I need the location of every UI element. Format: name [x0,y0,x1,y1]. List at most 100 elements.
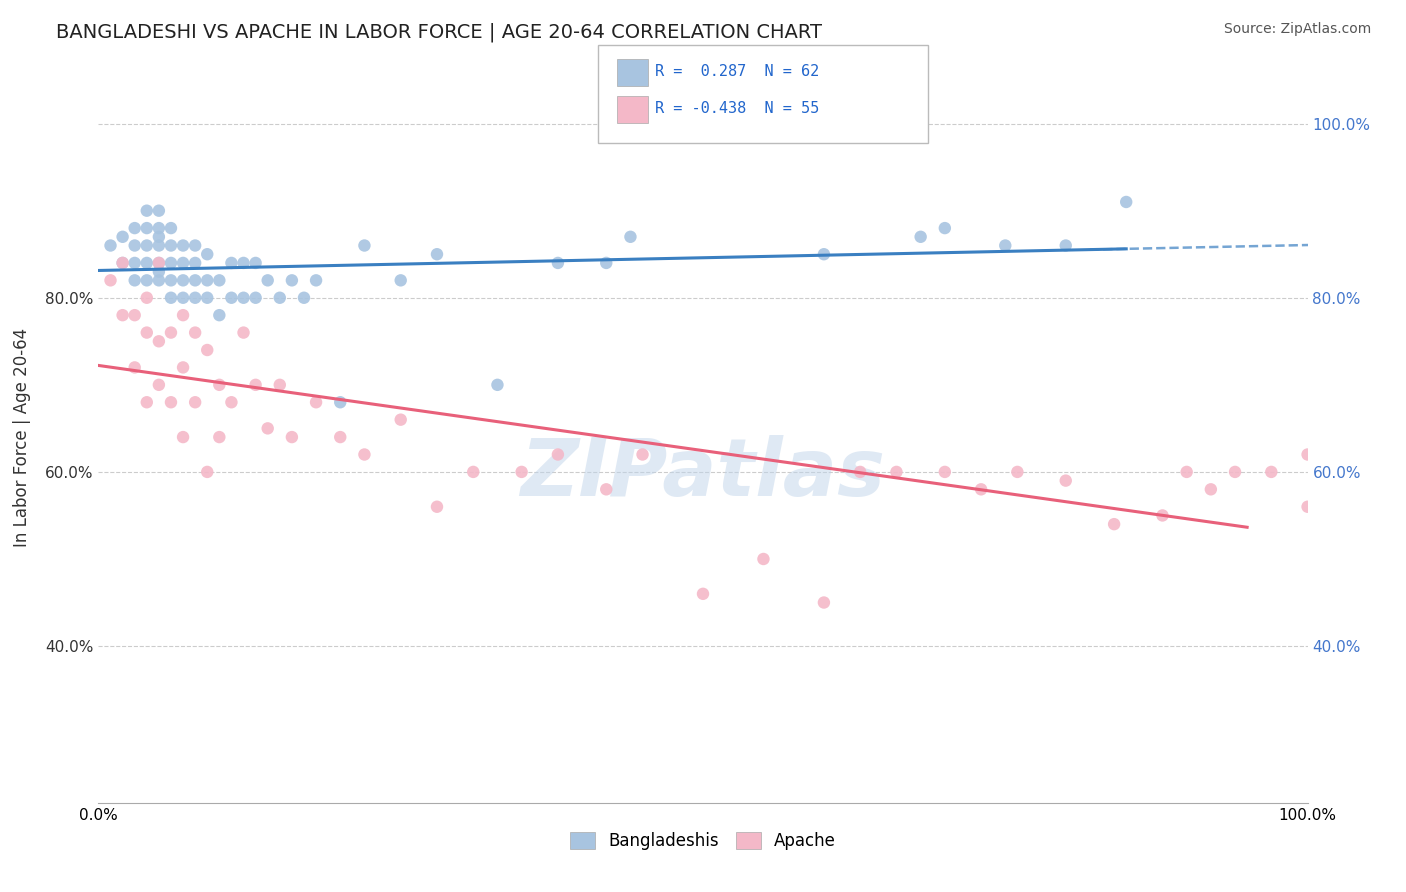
Point [160,273,183,287]
Point [184,256,207,270]
Point [172,273,194,287]
Point [232,291,254,305]
Point [232,326,254,340]
Point [595,483,617,497]
Point [256,273,278,287]
Point [195,273,218,287]
Point [135,221,157,235]
Point [426,247,449,261]
Point [195,465,218,479]
Point [148,265,170,279]
Point [269,291,291,305]
Point [813,247,835,261]
Point [172,256,194,270]
Point [124,273,146,287]
Point [934,465,956,479]
Point [184,291,207,305]
Point [124,308,146,322]
Point [269,377,291,392]
Point [160,326,183,340]
Point [148,377,170,392]
Point [195,247,218,261]
Point [160,395,183,409]
Y-axis label: In Labor Force | Age 20-64: In Labor Force | Age 20-64 [13,327,31,547]
Point [184,273,207,287]
Point [172,360,194,375]
Text: BANGLADESHI VS APACHE IN LABOR FORCE | AGE 20-64 CORRELATION CHART: BANGLADESHI VS APACHE IN LABOR FORCE | A… [56,22,823,42]
Point [1260,465,1282,479]
Text: R = -0.438  N = 55: R = -0.438 N = 55 [655,102,820,116]
Point [184,238,207,252]
Point [135,203,157,218]
Point [184,326,207,340]
Point [111,256,134,270]
Point [208,308,231,322]
Point [208,273,231,287]
Point [305,273,328,287]
Point [148,221,170,235]
Point [232,256,254,270]
Point [426,500,449,514]
Point [389,273,412,287]
Point [124,221,146,235]
Point [208,377,231,392]
Point [619,229,641,244]
Point [245,256,267,270]
Point [281,430,304,444]
Point [510,465,533,479]
Point [752,552,775,566]
Point [208,430,231,444]
Point [813,595,835,609]
Legend: Bangladeshis, Apache: Bangladeshis, Apache [564,825,842,856]
Point [135,326,157,340]
Point [1007,465,1029,479]
Point [1175,465,1198,479]
Point [934,221,956,235]
Point [135,291,157,305]
Point [124,256,146,270]
Point [547,448,569,462]
Point [148,229,170,244]
Point [1199,483,1222,497]
Point [256,421,278,435]
Point [100,238,122,252]
Point [111,229,134,244]
Point [111,256,134,270]
Point [160,221,183,235]
Point [172,291,194,305]
Point [195,343,218,357]
Point [547,256,569,270]
Point [486,377,509,392]
Point [631,448,654,462]
Point [135,395,157,409]
Text: R =  0.287  N = 62: R = 0.287 N = 62 [655,64,820,78]
Point [1054,474,1077,488]
Point [245,291,267,305]
Point [281,273,304,287]
Point [245,377,267,392]
Point [100,273,122,287]
Point [148,238,170,252]
Point [148,334,170,349]
Text: ZIPatlas: ZIPatlas [520,434,886,513]
Point [221,395,243,409]
Point [292,291,315,305]
Point [305,395,328,409]
Point [353,448,375,462]
Point [1223,465,1246,479]
Point [1054,238,1077,252]
Point [135,238,157,252]
Point [172,308,194,322]
Point [1296,500,1319,514]
Point [160,291,183,305]
Point [172,238,194,252]
Point [184,395,207,409]
Point [1115,194,1137,209]
Point [463,465,485,479]
Point [172,430,194,444]
Point [595,256,617,270]
Point [1296,448,1319,462]
Point [353,238,375,252]
Point [910,229,932,244]
Point [124,238,146,252]
